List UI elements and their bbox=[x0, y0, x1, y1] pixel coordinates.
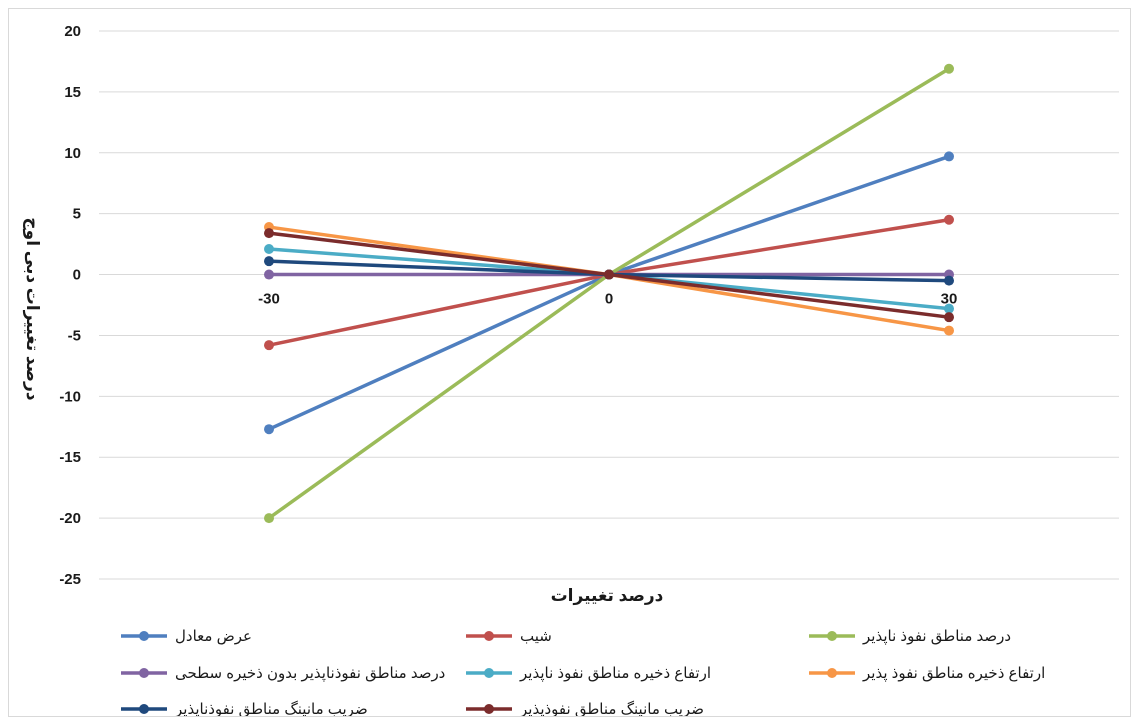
series-8 bbox=[264, 228, 954, 323]
y-tick-label: -25 bbox=[59, 571, 81, 588]
legend-item: ارتفاع ذخیره مناطق نفوذ پذیر bbox=[809, 665, 1045, 683]
data-point bbox=[264, 269, 274, 280]
y-tick-label: 15 bbox=[64, 84, 81, 101]
legend-swatch-marker bbox=[827, 668, 837, 678]
x-tick-label: -30 bbox=[258, 291, 280, 308]
data-point bbox=[944, 214, 954, 225]
y-axis-title: درصد تغییرات دبی اوج bbox=[22, 217, 42, 400]
y-axis-ticks: 20 15 10 5 0 -5 -10 -15 -20 -25 bbox=[59, 23, 81, 588]
y-tick-label: 5 bbox=[73, 206, 81, 223]
legend: عرض معادل شیب درصد مناطق نفوذ ناپذیر درصد م… bbox=[121, 628, 1045, 719]
legend-swatch-marker bbox=[484, 704, 494, 714]
legend-label: ارتفاع ذخیره مناطق نفوذ پذیر bbox=[862, 665, 1045, 683]
data-point bbox=[264, 424, 274, 435]
y-tick-label: 0 bbox=[73, 267, 81, 284]
legend-item: عرض معادل bbox=[121, 628, 252, 645]
x-axis-ticks: -30 0 30 bbox=[258, 291, 957, 308]
legend-swatch-marker bbox=[484, 668, 494, 678]
y-tick-label: -5 bbox=[68, 327, 81, 344]
data-point bbox=[264, 340, 274, 351]
legend-swatch-marker bbox=[139, 668, 149, 678]
legend-item: ارتفاع ذخیره مناطق نفوذ ناپذیر bbox=[466, 665, 711, 683]
data-point bbox=[944, 63, 954, 74]
legend-label: درصد مناطق نفوذناپذیر بدون ذخیره سطحی bbox=[175, 665, 445, 683]
legend-label: عرض معادل bbox=[175, 628, 252, 645]
legend-swatch-marker bbox=[827, 631, 837, 641]
x-tick-label: 30 bbox=[941, 291, 958, 308]
data-point bbox=[944, 151, 954, 162]
legend-label: ضریب مانینگ مناطق نفوذپذیر bbox=[519, 700, 704, 716]
legend-swatch-marker bbox=[139, 631, 149, 641]
legend-label: شیب bbox=[520, 628, 552, 645]
y-tick-label: -15 bbox=[59, 449, 81, 466]
x-axis-title: درصد تغییرات bbox=[551, 586, 664, 606]
legend-item: شیب bbox=[466, 628, 552, 645]
legend-item: ضریب مانینگ مناطق نفوذناپذیر bbox=[121, 700, 368, 719]
series-2 bbox=[264, 214, 954, 351]
chart-frame: 20 15 10 5 0 -5 -10 -15 -20 -25 -30 0 30 درصد تغییر… bbox=[8, 8, 1131, 719]
legend-label: ضریب مانینگ مناطق نفوذناپذیر bbox=[174, 700, 368, 716]
data-point bbox=[944, 303, 954, 314]
x-tick-label: 0 bbox=[605, 291, 613, 308]
series-line bbox=[267, 218, 951, 347]
data-point bbox=[604, 269, 614, 280]
legend-item: درصد مناطق نفوذناپذیر بدون ذخیره سطحی bbox=[121, 665, 445, 683]
line-chart: 20 15 10 5 0 -5 -10 -15 -20 -25 -30 0 30 درصد تغییر… bbox=[22, 23, 1119, 719]
legend-label: ارتفاع ذخیره مناطق نفوذ ناپذیر bbox=[519, 665, 711, 683]
data-point bbox=[264, 256, 274, 267]
legend-swatch-marker bbox=[484, 631, 494, 641]
y-tick-label: 20 bbox=[64, 23, 81, 40]
legend-item: درصد مناطق نفوذ ناپذیر bbox=[809, 628, 1011, 646]
legend-item: ضریب مانینگ مناطق نفوذپذیر bbox=[466, 700, 704, 719]
legend-swatch-marker bbox=[139, 704, 149, 714]
series-lines bbox=[264, 63, 954, 524]
legend-label: درصد مناطق نفوذ ناپذیر bbox=[862, 628, 1011, 646]
y-tick-label: -10 bbox=[59, 388, 81, 405]
data-point bbox=[944, 275, 954, 286]
data-point bbox=[944, 325, 954, 336]
data-point bbox=[264, 513, 274, 524]
data-point bbox=[264, 243, 274, 254]
y-tick-label: -20 bbox=[59, 510, 81, 527]
data-point bbox=[944, 312, 954, 323]
y-tick-label: 10 bbox=[64, 145, 81, 162]
data-point bbox=[264, 228, 274, 239]
